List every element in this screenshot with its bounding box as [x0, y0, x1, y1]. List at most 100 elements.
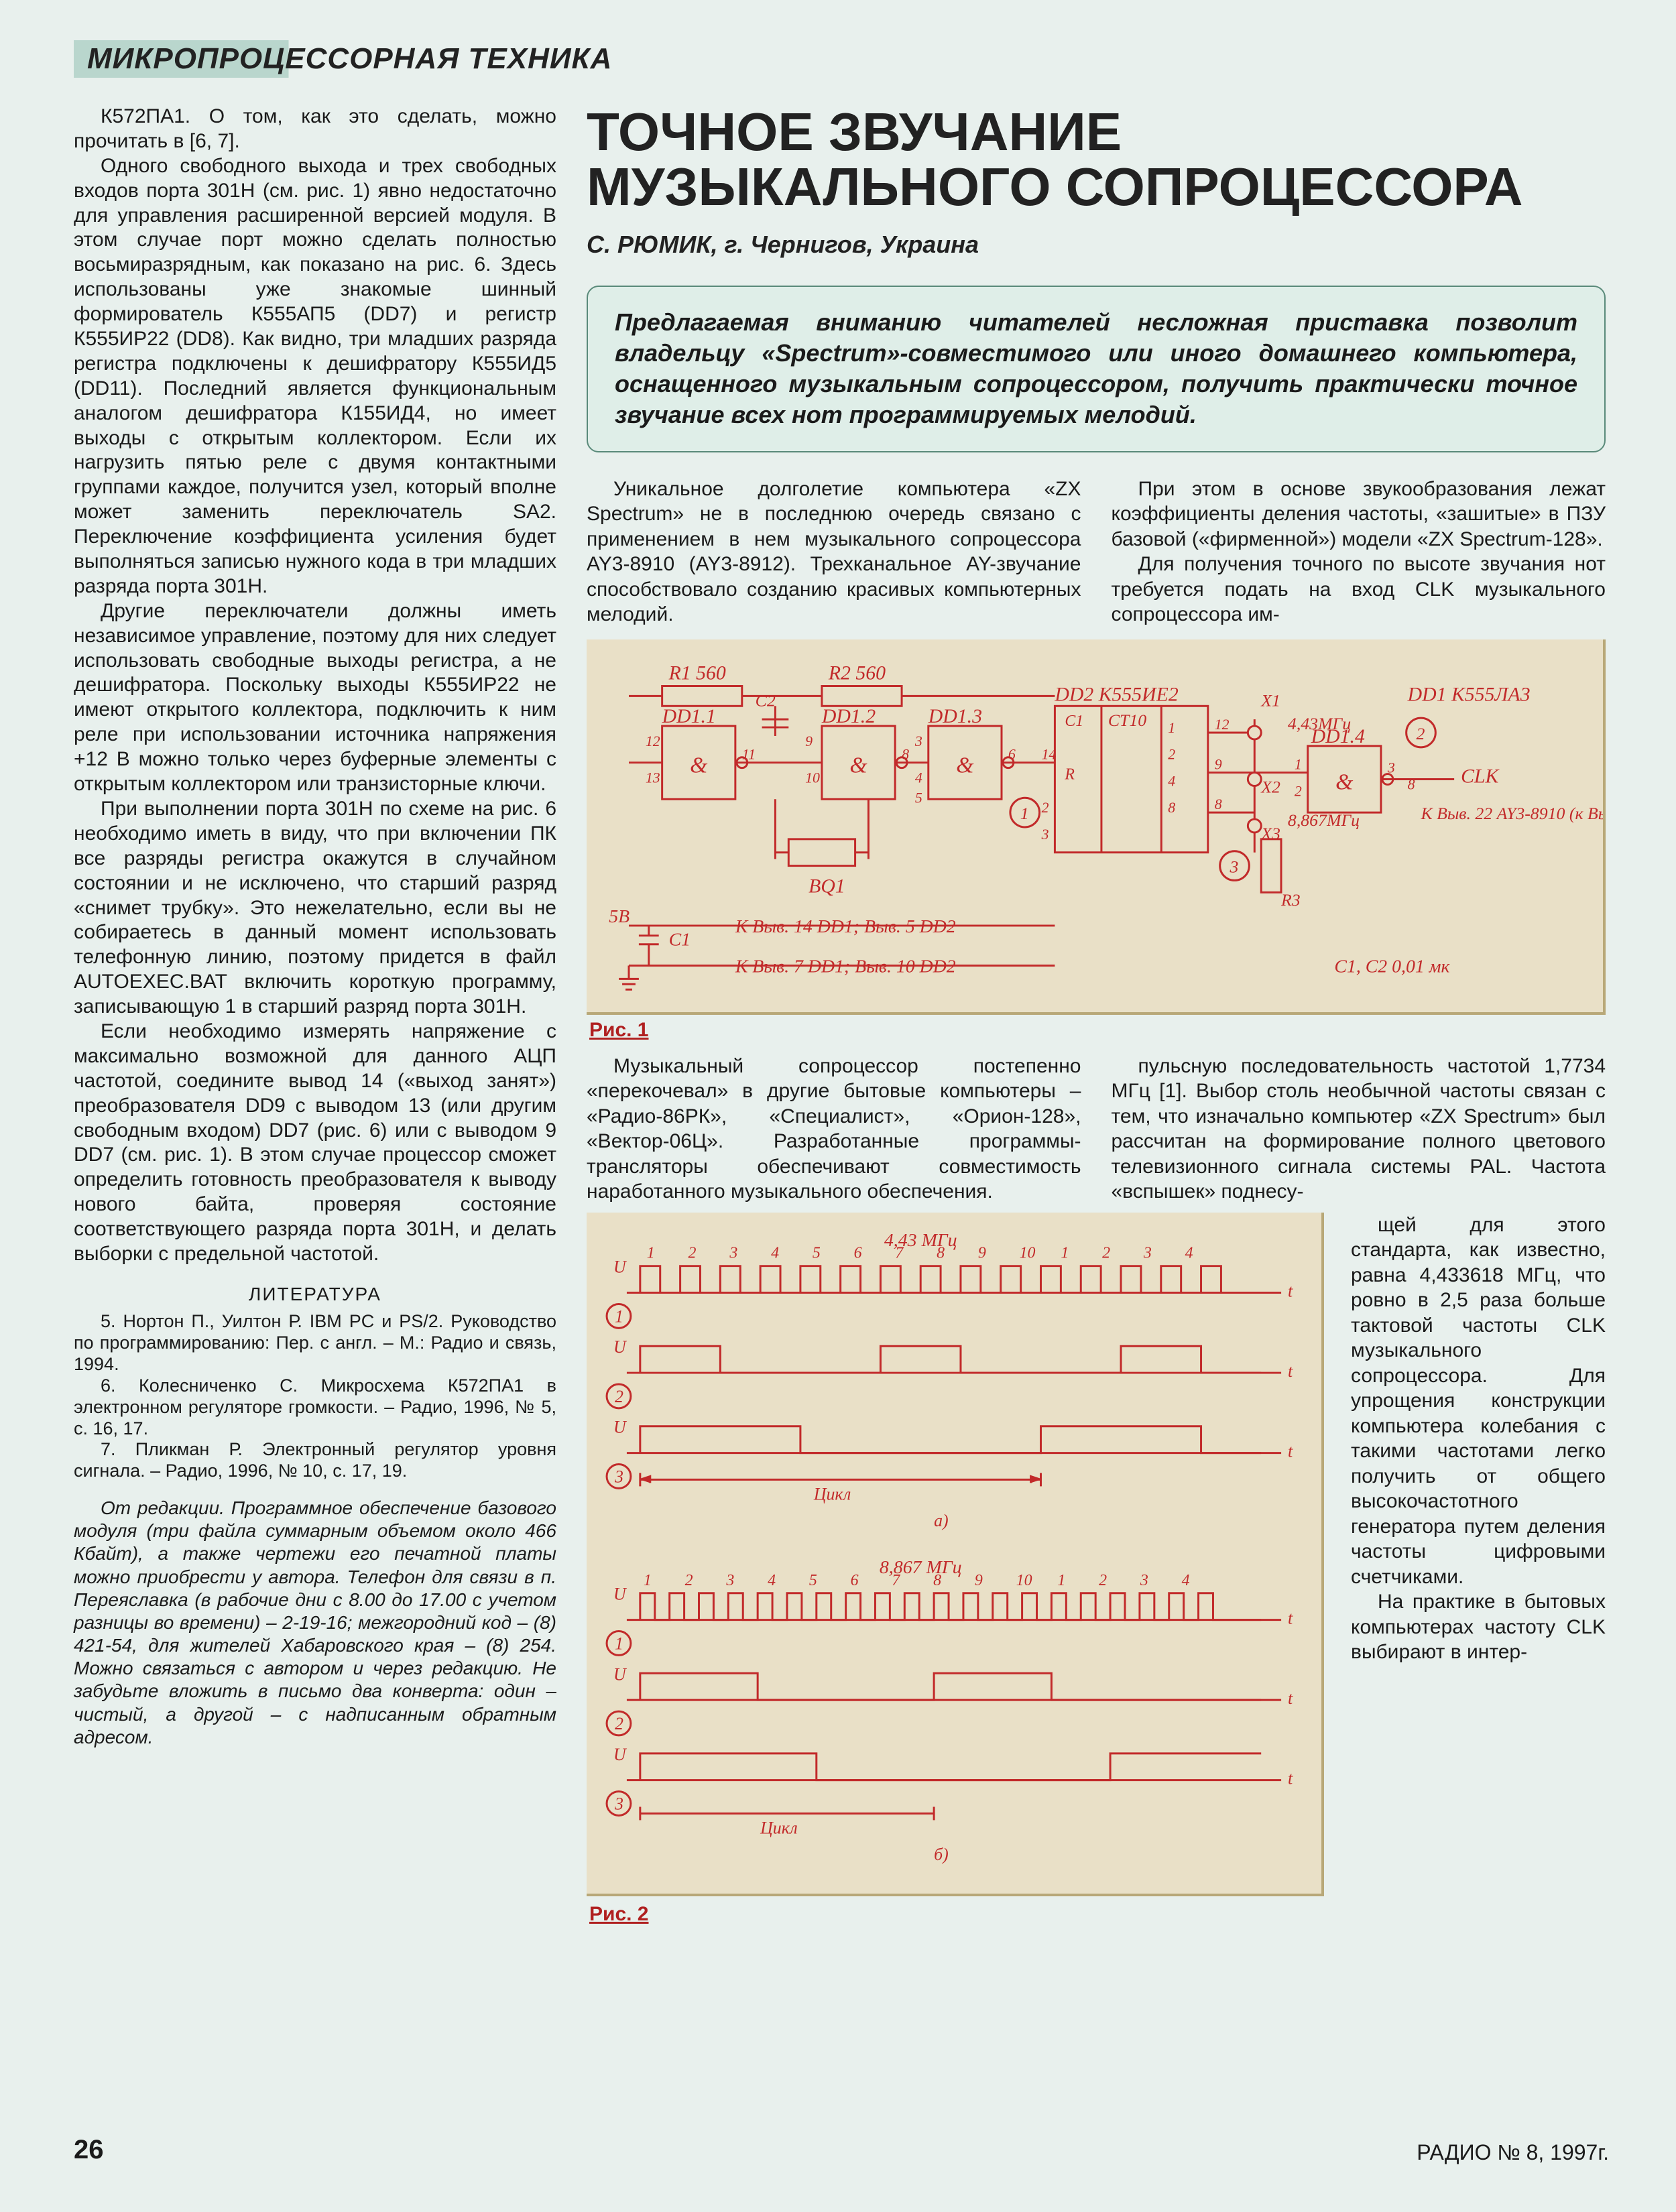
svg-text:10: 10 [1016, 1571, 1032, 1589]
svg-text:1: 1 [1057, 1571, 1065, 1589]
svg-text:4: 4 [771, 1244, 779, 1262]
label: 5В [609, 906, 630, 926]
issue-footer: РАДИО № 8, 1997г. [1417, 2140, 1609, 2165]
para: К572ПА1. О том, как это сделать, можно п… [74, 105, 556, 154]
label: СТ10 [1108, 711, 1146, 730]
svg-text:4: 4 [1182, 1571, 1190, 1589]
section-header: МИКРОПРОЦЕССОРНАЯ ТЕХНИКА [74, 40, 1609, 78]
para: Если необходимо измерять напряжение с ма… [74, 1020, 556, 1267]
label: DD1 К555ЛА3 [1407, 683, 1531, 705]
svg-text:5: 5 [915, 790, 922, 806]
para: пульсную последовательность частотой 1,7… [1112, 1054, 1606, 1205]
ref: 6. Колесниченко С. Микросхема К572ПА1 в … [74, 1375, 556, 1440]
svg-text:R3: R3 [1280, 890, 1301, 910]
svg-text:U: U [613, 1337, 627, 1357]
svg-text:2: 2 [1295, 783, 1302, 799]
svg-text:&: & [690, 753, 708, 778]
svg-text:1: 1 [1295, 756, 1302, 772]
aside-column: щей для этого стандарта, как известно, р… [1351, 1213, 1606, 1665]
svg-text:2: 2 [615, 1386, 623, 1406]
byline: С. РЮМИК, г. Чернигов, Украина [587, 231, 1606, 259]
svg-text:13: 13 [646, 770, 660, 786]
left-column: К572ПА1. О том, как это сделать, можно п… [74, 105, 556, 2089]
figure-2-wrap: щей для этого стандарта, как известно, р… [587, 1205, 1606, 1900]
svg-text:2: 2 [689, 1244, 697, 1262]
label: C1 [669, 929, 691, 950]
svg-text:3: 3 [614, 1794, 623, 1813]
svg-text:8: 8 [902, 746, 909, 762]
label: X3 [1260, 823, 1280, 843]
label: К Выв. 14 DD1; Выв. 5 DD2 [735, 916, 956, 936]
label: CLK [1461, 765, 1500, 787]
svg-text:2: 2 [1102, 1244, 1110, 1262]
svg-text:10: 10 [805, 770, 820, 786]
svg-text:t: t [1288, 1441, 1293, 1461]
label: R2 560 [828, 662, 886, 684]
svg-text:2: 2 [615, 1713, 623, 1733]
svg-text:10: 10 [1020, 1244, 1036, 1262]
svg-text:2: 2 [1042, 800, 1049, 816]
svg-text:3: 3 [1387, 759, 1395, 776]
title-line-2: МУЗЫКАЛЬНОГО СОПРОЦЕССОРА [587, 157, 1523, 217]
svg-text:3: 3 [1041, 826, 1049, 842]
label: DD1.3 [928, 705, 982, 727]
svg-text:а): а) [934, 1511, 949, 1530]
mid-columns: Музыкальный сопроцессор постепенно «пере… [587, 1054, 1606, 1205]
svg-text:2: 2 [1417, 723, 1425, 743]
svg-text:U: U [613, 1744, 627, 1764]
svg-text:4: 4 [1168, 773, 1175, 789]
svg-text:4: 4 [768, 1571, 776, 1589]
para: Одного свободного выхода и трех свободны… [74, 154, 556, 599]
svg-text:9: 9 [1215, 756, 1222, 772]
svg-text:1: 1 [1168, 720, 1175, 736]
svg-text:3: 3 [725, 1571, 734, 1589]
svg-text:&: & [1335, 770, 1354, 794]
svg-text:9: 9 [805, 733, 813, 749]
svg-text:&: & [956, 753, 974, 778]
svg-text:t: t [1288, 1688, 1293, 1708]
svg-text:t: t [1288, 1768, 1293, 1788]
svg-text:3: 3 [1140, 1571, 1148, 1589]
intro-columns: Уникальное долголетие компьютера «ZX Spe… [587, 477, 1606, 627]
svg-text:5: 5 [809, 1571, 817, 1589]
label: К Выв. 7 DD1; Выв. 10 DD2 [735, 956, 956, 977]
para: Другие переключатели должны иметь незави… [74, 599, 556, 797]
figure-2-label: Рис. 2 [589, 1903, 1606, 1926]
svg-text:8: 8 [937, 1244, 945, 1262]
label: 4,43МГц [1288, 714, 1351, 733]
svg-text:6: 6 [851, 1571, 859, 1589]
svg-text:&: & [849, 753, 867, 778]
svg-text:U: U [613, 1257, 627, 1276]
columns: К572ПА1. О том, как это сделать, можно п… [74, 105, 1609, 2089]
para: щей для этого стандарта, как известно, р… [1351, 1213, 1606, 1590]
para: При выполнении порта 301H по схеме на ри… [74, 797, 556, 1020]
svg-text:8: 8 [1168, 800, 1175, 816]
label: X1 [1260, 690, 1280, 710]
svg-text:U: U [613, 1664, 627, 1684]
svg-text:12: 12 [646, 733, 660, 749]
svg-text:1: 1 [647, 1244, 655, 1262]
right-column: ТОЧНОЕ ЗВУЧАНИЕ МУЗЫКАЛЬНОГО СОПРОЦЕССОР… [587, 105, 1606, 2089]
page-number: 26 [74, 2135, 104, 2165]
schematic-svg: & & & & [587, 639, 1603, 1012]
ref: 5. Нортон П., Уилтон Р. IBM PC и PS/2. Р… [74, 1311, 556, 1375]
label: C2 [756, 690, 776, 710]
svg-text:t: t [1288, 1361, 1293, 1381]
literature-heading: ЛИТЕРАТУРА [74, 1283, 556, 1306]
para: При этом в основе звукообразования лежат… [1112, 477, 1606, 552]
figure-2: 4,43 МГц 8,867 МГц [587, 1213, 1324, 1896]
callout-box: Предлагаемая вниманию читателей несложна… [587, 286, 1606, 452]
svg-text:7: 7 [892, 1571, 900, 1589]
label: R1 560 [668, 662, 726, 684]
svg-text:6: 6 [854, 1244, 862, 1262]
svg-text:Цикл: Цикл [760, 1818, 798, 1837]
editorial-text: От редакции. Программное обеспечение баз… [74, 1497, 556, 1749]
label: X2 [1260, 777, 1280, 796]
svg-text:1: 1 [615, 1634, 623, 1653]
svg-text:9: 9 [978, 1244, 986, 1262]
svg-text:4: 4 [915, 770, 922, 786]
label: R [1064, 765, 1075, 783]
svg-text:1: 1 [1020, 804, 1029, 823]
svg-text:3: 3 [729, 1244, 737, 1262]
svg-text:1: 1 [615, 1306, 623, 1326]
